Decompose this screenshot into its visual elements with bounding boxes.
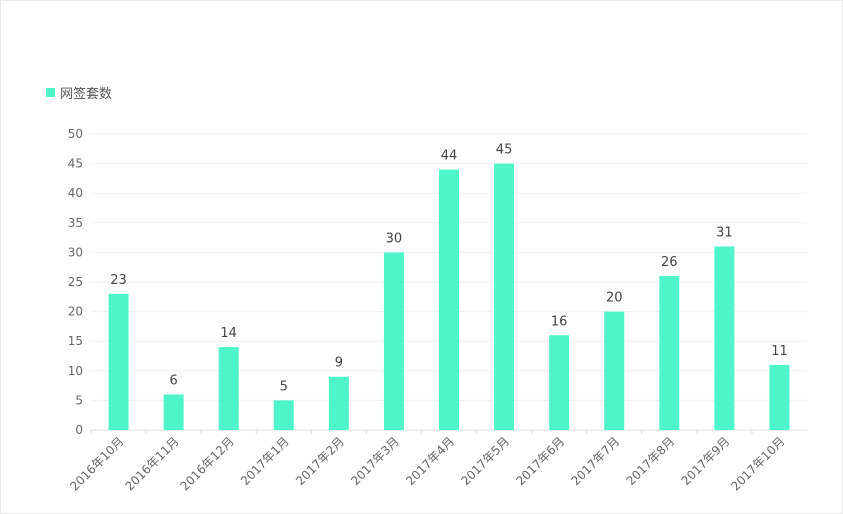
bar-value-label: 5 [280, 379, 288, 394]
bar[interactable] [273, 400, 294, 430]
bar[interactable] [769, 364, 790, 430]
bar-value-label: 31 [716, 225, 733, 240]
y-tick-label: 5 [75, 393, 83, 407]
bar-value-label: 23 [110, 273, 127, 288]
legend-swatch [46, 88, 55, 97]
bar-value-label: 44 [441, 149, 458, 164]
bar-value-label: 30 [386, 231, 403, 246]
bar[interactable] [604, 311, 625, 430]
bar-value-label: 16 [551, 314, 568, 329]
x-tick-label: 2017年2月 [293, 434, 347, 488]
data-labels: 23 6 14 5 9 30 44 45 16 20 26 31 11 [110, 143, 787, 395]
bar[interactable] [163, 394, 184, 430]
bars [108, 163, 790, 430]
y-tick-label: 10 [68, 364, 83, 378]
bar-value-label: 45 [496, 143, 513, 158]
bar[interactable] [549, 335, 570, 430]
y-tick-label: 50 [68, 127, 83, 141]
x-tick-label: 2017年6月 [513, 434, 567, 488]
x-tick-label: 2017年10月 [728, 434, 787, 493]
legend-label: 网签套数 [60, 87, 113, 102]
bar[interactable] [383, 252, 404, 430]
bar-value-label: 20 [606, 291, 623, 306]
x-tick-label: 2016年12月 [178, 434, 237, 493]
legend[interactable]: 网签套数 [46, 83, 112, 102]
bar-value-label: 11 [771, 344, 788, 359]
x-tick-label: 2016年10月 [67, 434, 126, 493]
x-tick-label: 2017年5月 [458, 434, 512, 488]
y-tick-label: 45 [68, 157, 83, 171]
bar[interactable] [108, 293, 129, 430]
x-tick-label: 2017年7月 [568, 434, 622, 488]
x-tick-label: 2016年11月 [122, 434, 181, 493]
y-tick-label: 20 [68, 305, 83, 319]
bar-value-label: 9 [335, 356, 343, 371]
x-tick-label: 2017年9月 [679, 434, 733, 488]
y-tick-label: 0 [75, 423, 83, 437]
y-tick-label: 15 [68, 334, 83, 348]
bar-value-label: 26 [661, 255, 678, 270]
bar-value-label: 6 [169, 373, 177, 388]
y-tick-label: 35 [68, 216, 83, 230]
bar-value-label: 14 [220, 326, 237, 341]
bar[interactable] [714, 246, 735, 430]
x-tick-label: 2017年3月 [348, 434, 402, 488]
bar[interactable] [328, 376, 349, 430]
bar[interactable] [659, 276, 680, 430]
x-tick-label: 2017年4月 [403, 434, 457, 488]
y-tick-label: 40 [68, 186, 83, 200]
y-tick-label: 30 [68, 245, 83, 259]
x-tick-label: 2017年8月 [624, 434, 678, 488]
y-axis-ticks: 0 5 10 15 20 25 30 35 40 45 50 [68, 127, 83, 437]
bar[interactable] [494, 163, 515, 430]
x-tick-label: 2017年1月 [238, 434, 292, 488]
bar[interactable] [439, 169, 459, 430]
bar[interactable] [218, 347, 239, 430]
y-tick-label: 25 [68, 275, 83, 289]
